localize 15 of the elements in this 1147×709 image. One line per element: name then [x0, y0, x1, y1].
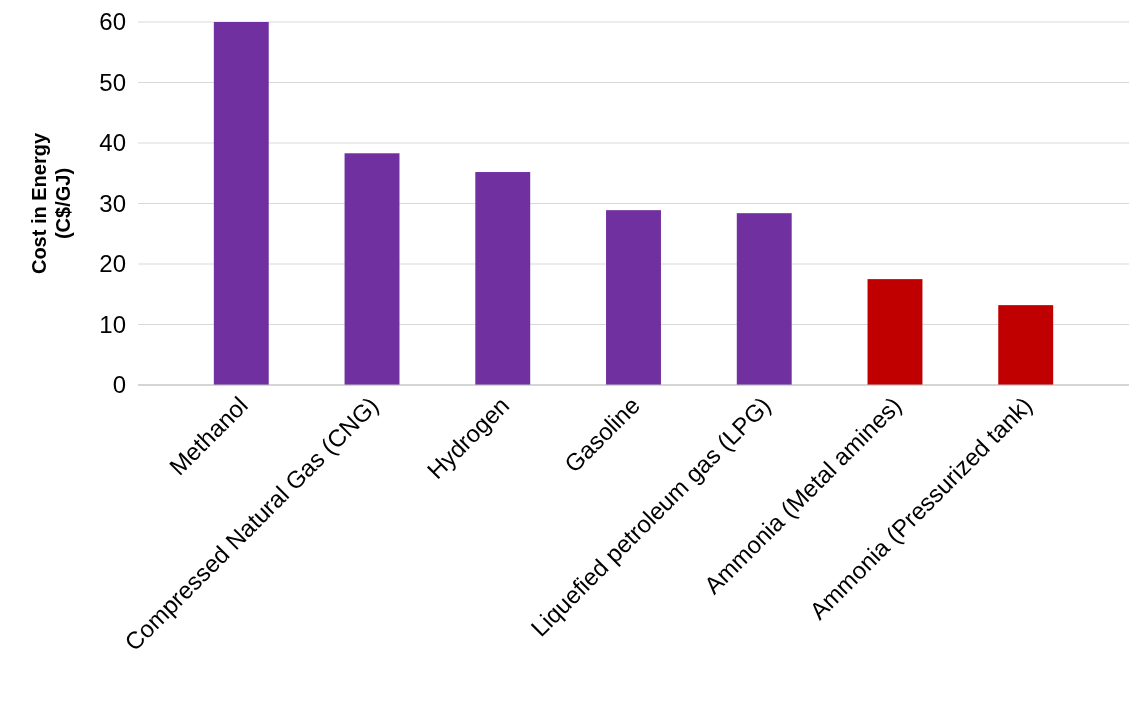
bar: [998, 305, 1054, 385]
y-tick-label: 60: [99, 8, 126, 36]
bar: [475, 172, 531, 385]
bar: [213, 22, 269, 385]
bar: [344, 153, 400, 385]
y-tick-label: 10: [99, 310, 126, 338]
y-tick-label: 20: [99, 250, 126, 278]
bar: [736, 213, 792, 385]
y-tick-label: 0: [112, 371, 126, 399]
y-tick-label: 40: [99, 129, 126, 157]
y-tick-label: 50: [99, 68, 126, 96]
y-axis-title: Cost in Energy (C$/GJ): [28, 132, 74, 275]
bar: [606, 210, 661, 385]
bar: [867, 279, 923, 385]
y-tick-label: 30: [99, 189, 126, 217]
